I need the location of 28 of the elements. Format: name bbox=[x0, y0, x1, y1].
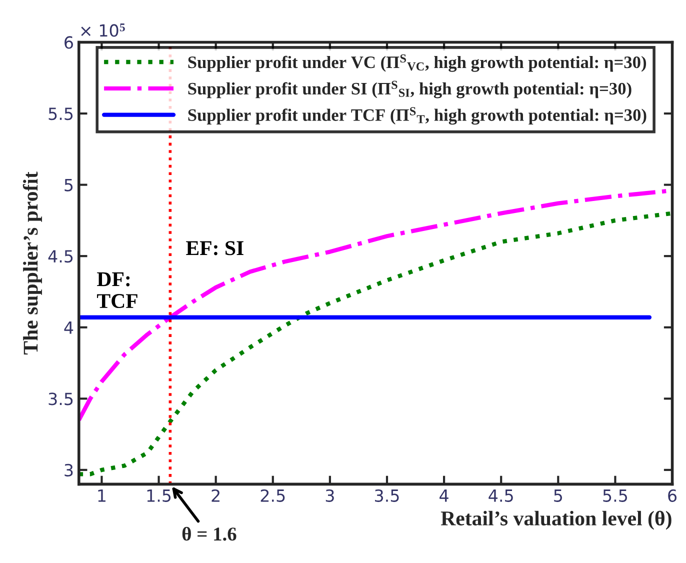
x-tick-label: 1.5 bbox=[147, 490, 171, 502]
y-tick-label: 3 bbox=[64, 464, 73, 476]
x-tick-label: 2 bbox=[212, 489, 220, 502]
x-tick-label: 3.5 bbox=[375, 489, 399, 502]
x-tick-label: 5 bbox=[554, 490, 562, 502]
annotation: DF: TCF bbox=[97, 272, 138, 308]
x-tick-label: 4.5 bbox=[488, 490, 513, 502]
y-tick-label: 6 bbox=[64, 36, 73, 49]
y-tick-label: 4 bbox=[64, 322, 74, 334]
legend-label: Supplier profit under SI (Π$^{S}$$_{SI}$, high growth potential: η=30) bbox=[188, 80, 632, 98]
y-tick-label: 3.5 bbox=[48, 392, 73, 406]
y-axis-title: The supplier’s profit bbox=[22, 172, 42, 355]
y-tick-label: 5 bbox=[64, 178, 73, 192]
x-axis-title: Retail’s valuation level (θ) bbox=[440, 510, 672, 530]
y-tick-label: 4.5 bbox=[48, 250, 73, 263]
line-series bbox=[78, 211, 672, 476]
annotation: θ = 1.6 bbox=[182, 526, 236, 541]
x-tick-label: 2.5 bbox=[260, 489, 285, 502]
x-tick-label: 1 bbox=[98, 490, 106, 502]
annotation: EF: SI bbox=[186, 241, 244, 256]
x-tick-label: 3 bbox=[326, 489, 334, 502]
legend-label: Supplier profit under TCF (Π$^{S}$$_{T}$, high growth potential: η=30) bbox=[188, 107, 646, 125]
y-tick-label: 5.5 bbox=[48, 108, 73, 120]
x-tick-label: 5.5 bbox=[603, 490, 628, 502]
legend-label: Supplier profit under VC (Π$^{S}$$_{VC}$, high growth potential: η=30) bbox=[188, 54, 646, 72]
x-tick-label: 4 bbox=[440, 490, 448, 502]
x-tick-label: 6 bbox=[668, 489, 677, 502]
text: × 10$^{5}$ bbox=[81, 24, 125, 37]
